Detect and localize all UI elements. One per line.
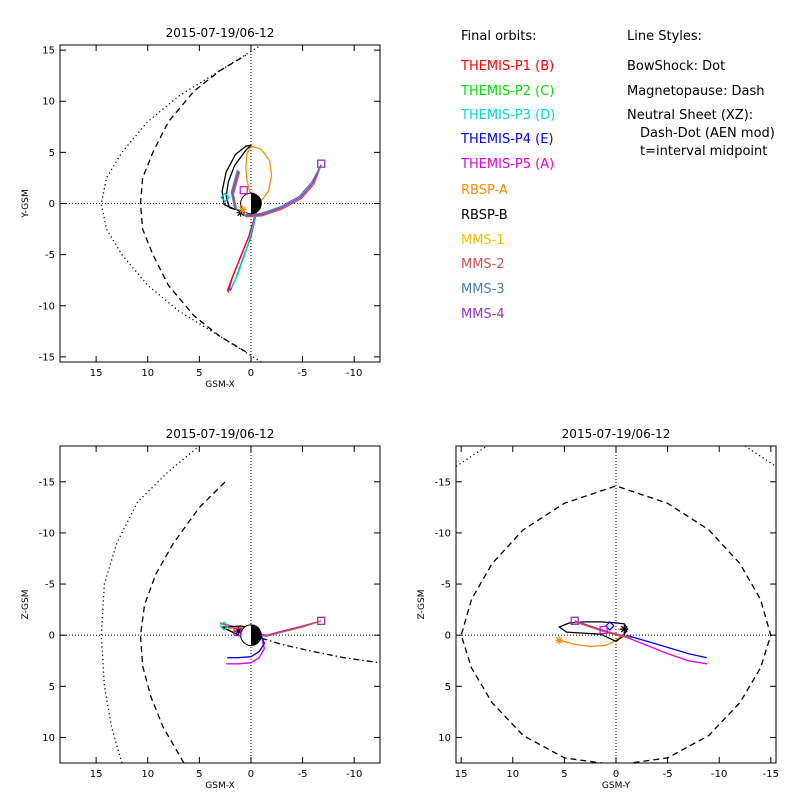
x-tick-label: 0: [248, 368, 254, 379]
series-mms4: [574, 620, 632, 638]
x-tick-label: 5: [196, 368, 202, 379]
series-mp: [139, 481, 226, 763]
x-tick-label: -15: [763, 769, 779, 780]
x-tick-label: 15: [455, 769, 468, 780]
y-axis-label: Y-GSM: [21, 189, 31, 218]
y-tick-label: -5: [45, 580, 55, 591]
y-tick-label: 0: [49, 199, 55, 210]
series-bow2: [744, 446, 776, 468]
y-tick-label: 10: [42, 733, 55, 744]
x-axis-label: GSM-Y: [602, 781, 631, 791]
y-tick-label: 0: [445, 631, 451, 642]
series-mms3: [230, 164, 322, 216]
x-tick-label: -5: [298, 368, 308, 379]
plot-panel-2: 2015-07-19/06-12 GSM-X Z-GSM 15 10 5 0 -5 -10 10 5…: [21, 427, 381, 791]
plot-title: 2015-07-19/06-12: [166, 427, 275, 441]
marker-square: [239, 186, 248, 195]
marker-asterisk: [620, 625, 629, 634]
x-tick-label: 0: [613, 769, 619, 780]
marker-diamond: [604, 621, 615, 631]
series-mms4: [231, 164, 322, 217]
x-tick-label: 10: [506, 769, 519, 780]
y-tick-label: 15: [42, 46, 55, 57]
series-rbspb: [221, 144, 252, 211]
marker-square: [570, 616, 579, 625]
y-axis-label: Z-GSM: [21, 589, 31, 619]
series-mms2: [232, 164, 322, 218]
series-p4: [227, 634, 266, 659]
plot-frame: [59, 44, 381, 363]
y-axis-label: Z-GSM: [417, 589, 427, 619]
earth-night-side: [250, 193, 262, 214]
marker-asterisk: [555, 636, 564, 645]
x-axis-label: GSM-X: [205, 781, 234, 791]
y-tick-label: 5: [49, 148, 55, 159]
series-bow: [100, 446, 200, 763]
plot-title: 2015-07-19/06-12: [166, 26, 275, 40]
marker-square: [317, 159, 326, 168]
x-tick-label: 5: [196, 769, 202, 780]
x-tick-label: 10: [141, 769, 154, 780]
y-tick-label: -10: [39, 301, 55, 312]
earth-night-side: [250, 624, 262, 646]
y-tick-label: -5: [441, 580, 451, 591]
marker-square: [599, 625, 608, 635]
plot-area: [60, 45, 380, 362]
x-tick-label: -10: [346, 368, 362, 379]
plot-panel-1: 2015-07-19/06-12 GSM-X Y-GSM 15 10 5 0 -5 -10 -15…: [21, 26, 381, 390]
series-ns: [261, 637, 380, 664]
marker-diamond: [219, 621, 229, 631]
plot-title: 2015-07-19/06-12: [562, 427, 671, 441]
x-tick-label: -5: [663, 769, 673, 780]
series-bow: [100, 45, 262, 362]
series-mp: [139, 54, 247, 353]
y-tick-label: -15: [39, 352, 55, 363]
plot-area: [456, 446, 776, 763]
series-mms2: [574, 621, 632, 639]
x-tick-label: 5: [561, 769, 567, 780]
plot-area: [60, 446, 380, 763]
series-p5: [626, 636, 707, 665]
y-tick-label: 0: [49, 631, 55, 642]
y-tick-label: 5: [445, 682, 451, 693]
x-tick-label: 10: [141, 368, 154, 379]
series-rbspb: [558, 621, 629, 642]
y-tick-label: 10: [438, 733, 451, 744]
series-mp: [460, 485, 772, 763]
series-p5: [226, 637, 266, 665]
series-bow: [456, 446, 488, 468]
x-tick-label: -10: [346, 769, 362, 780]
x-axis-label: GSM-X: [205, 380, 234, 390]
series-rbspa: [559, 628, 627, 648]
series-p4: [626, 634, 707, 659]
y-tick-label: -5: [45, 250, 55, 261]
x-tick-label: 15: [90, 769, 103, 780]
marker-square: [317, 616, 326, 625]
y-tick-label: -10: [435, 528, 451, 539]
marker-square: [233, 628, 242, 637]
y-tick-label: 5: [49, 682, 55, 693]
x-tick-label: 0: [248, 769, 254, 780]
y-tick-label: 10: [42, 97, 55, 108]
plot-panel-3: 2015-07-19/06-12 GSM-Y Z-GSM 15 10 5 0 -5 -10 -15…: [417, 427, 779, 791]
x-tick-label: -5: [298, 769, 308, 780]
plot-frame: [59, 445, 381, 764]
x-tick-label: 15: [90, 368, 103, 379]
plot-frame: [455, 445, 777, 764]
marker-asterisk: [238, 205, 247, 214]
y-tick-label: -10: [39, 528, 55, 539]
y-tick-label: -15: [435, 477, 451, 488]
y-tick-label: -15: [39, 477, 55, 488]
marker-diamond: [220, 192, 231, 203]
x-tick-label: -10: [711, 769, 727, 780]
